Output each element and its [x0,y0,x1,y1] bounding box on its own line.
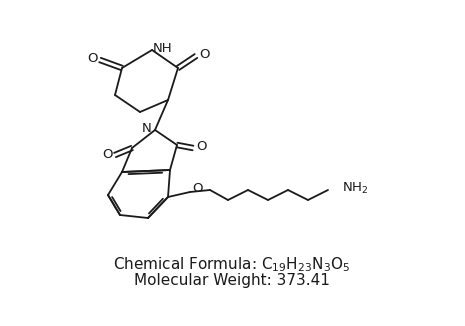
Text: O: O [87,52,97,66]
Text: O: O [102,149,112,161]
Text: NH$_2$: NH$_2$ [342,181,368,196]
Text: O: O [199,49,209,62]
Text: O: O [192,183,202,196]
Text: O: O [196,140,206,153]
Text: N: N [142,123,152,136]
Text: Chemical Formula: C$_{19}$H$_{23}$N$_{3}$O$_{5}$: Chemical Formula: C$_{19}$H$_{23}$N$_{3}… [113,256,351,274]
Text: Molecular Weight: 373.41: Molecular Weight: 373.41 [134,273,330,288]
Text: NH: NH [153,41,173,54]
